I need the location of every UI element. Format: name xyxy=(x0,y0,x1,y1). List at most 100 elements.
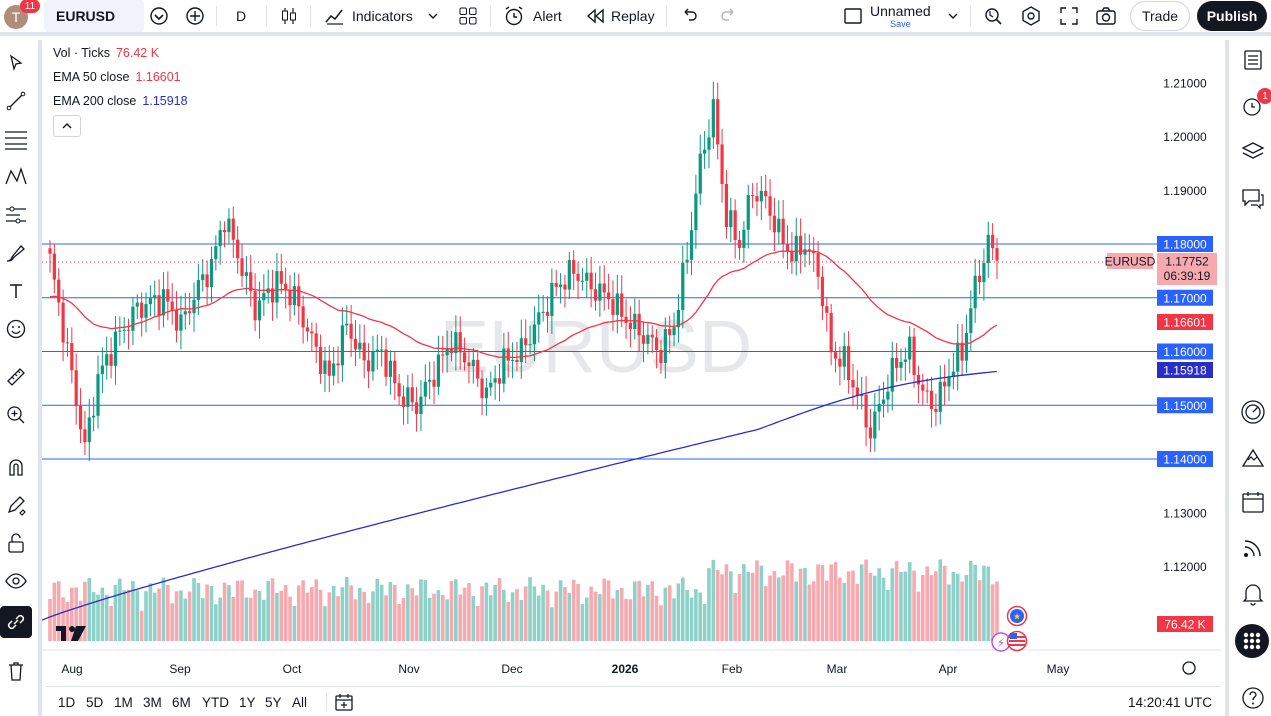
range-1m[interactable]: 1M xyxy=(114,695,133,710)
volume-bar xyxy=(846,571,851,641)
volume-bar xyxy=(584,597,589,641)
layout-icon[interactable] xyxy=(842,0,864,32)
publish-button[interactable]: Publish xyxy=(1197,1,1267,31)
ideas-icon[interactable] xyxy=(1239,398,1267,426)
legend-collapse-button[interactable] xyxy=(53,115,81,137)
candle-body xyxy=(497,378,502,384)
apps-grid-icon[interactable] xyxy=(1235,624,1269,658)
utc-clock[interactable]: 14:20:41 UTC xyxy=(1128,695,1213,710)
volume-bar xyxy=(375,578,380,641)
us-flag-event-icon[interactable]: ⚡ xyxy=(991,630,1028,652)
chart-pane[interactable]: EURUSD 1.18000 1.17000 1.16000 1.15000 1.140… xyxy=(42,36,1221,686)
range-ytd[interactable]: YTD xyxy=(202,695,229,710)
ruler-icon[interactable] xyxy=(3,364,29,390)
candle-body xyxy=(912,336,916,375)
watchlist-icon[interactable] xyxy=(1239,46,1267,74)
lock-icon[interactable] xyxy=(3,530,29,556)
layout-menu-chevron-icon[interactable] xyxy=(944,0,962,32)
news-icon[interactable] xyxy=(1239,534,1267,562)
volume-bar xyxy=(144,591,148,641)
trend-line-icon[interactable] xyxy=(3,88,29,114)
legend-volume[interactable]: Vol · Ticks 76.42 K xyxy=(53,46,159,60)
legend-ema200[interactable]: EMA 200 close 1.15918 xyxy=(53,94,188,108)
text-icon[interactable] xyxy=(3,278,29,304)
layers-icon[interactable] xyxy=(1239,138,1267,166)
volume-bar xyxy=(65,601,70,641)
volume-bar xyxy=(960,581,964,641)
candles-icon[interactable] xyxy=(277,0,301,32)
alert-button[interactable]: Alert xyxy=(503,0,562,32)
layout-name-button[interactable]: Unnamed Save xyxy=(870,1,931,31)
range-1y[interactable]: 1Y xyxy=(239,695,256,710)
range-5y[interactable]: 5Y xyxy=(265,695,282,710)
undo-icon[interactable] xyxy=(679,0,701,32)
notifications-bell-icon[interactable] xyxy=(1239,580,1267,608)
chat-icon[interactable] xyxy=(1239,184,1267,212)
range-6m[interactable]: 6M xyxy=(172,695,191,710)
time-tick-label: May xyxy=(1047,662,1070,676)
snapshot-icon[interactable] xyxy=(1094,0,1118,32)
indicators-button[interactable]: Indicators xyxy=(324,0,441,32)
redo-icon[interactable] xyxy=(717,0,739,32)
volume-bar xyxy=(737,574,742,641)
stay-drawing-icon[interactable] xyxy=(3,492,29,518)
candle-body xyxy=(384,349,388,377)
cursor-icon[interactable] xyxy=(3,50,29,76)
brush-icon[interactable] xyxy=(3,240,29,266)
candle-body xyxy=(410,387,414,403)
price-tick-label: 1.20000 xyxy=(1163,130,1207,144)
favorite-icon[interactable] xyxy=(146,0,172,32)
forecasting-icon[interactable] xyxy=(3,202,29,228)
time-axis[interactable]: Aug Sep Oct Nov Dec 2026 Feb Mar Apr May xyxy=(42,649,1221,676)
candle-body xyxy=(48,248,52,254)
economic-event-icon[interactable]: ★ xyxy=(1006,605,1028,627)
magnet-icon[interactable] xyxy=(3,454,29,480)
add-symbol-icon[interactable] xyxy=(182,0,208,32)
volume-bar xyxy=(990,584,995,641)
replay-button[interactable]: Replay xyxy=(585,0,655,32)
candle-body xyxy=(943,381,947,387)
range-all[interactable]: All xyxy=(292,695,308,710)
price-axis[interactable]: 1.18000 1.17000 1.16000 1.15000 1.14000 1.220… xyxy=(1105,36,1217,632)
ema50-tag-bg xyxy=(1157,314,1213,330)
candle-body xyxy=(188,311,192,314)
legend-ema50[interactable]: EMA 50 close 1.16601 xyxy=(53,70,181,84)
quick-search-icon[interactable] xyxy=(981,0,1005,32)
candle-body xyxy=(52,253,56,280)
candle-body xyxy=(855,387,859,397)
candle-body xyxy=(366,360,371,372)
candle-body xyxy=(537,312,541,325)
fullscreen-icon[interactable] xyxy=(1057,0,1081,32)
emoji-icon[interactable] xyxy=(3,316,29,342)
patterns-icon[interactable] xyxy=(3,164,29,190)
volume-bar xyxy=(955,573,960,641)
candle-body xyxy=(986,234,990,264)
candle-body xyxy=(345,323,349,326)
help-icon[interactable] xyxy=(1239,684,1267,712)
trade-button[interactable]: Trade xyxy=(1130,1,1190,31)
volume-bar xyxy=(205,584,209,641)
fib-retracement-icon[interactable] xyxy=(3,126,29,152)
volume-bar xyxy=(70,587,74,641)
range-5d[interactable]: 5D xyxy=(86,695,104,710)
candle-body xyxy=(153,295,157,299)
trash-icon[interactable] xyxy=(3,658,29,684)
volume-bar xyxy=(440,594,445,641)
range-1d[interactable]: 1D xyxy=(58,695,76,710)
hide-drawings-icon[interactable] xyxy=(3,568,29,594)
settings-icon[interactable] xyxy=(1019,0,1043,32)
candle-body xyxy=(589,272,593,290)
symbol-search-button[interactable]: EURUSD xyxy=(44,0,144,32)
alerts-clock-icon[interactable] xyxy=(1239,92,1267,120)
sync-drawings-icon[interactable] xyxy=(0,606,32,638)
hotlist-icon[interactable] xyxy=(1239,444,1267,472)
candle-body xyxy=(847,346,851,381)
zoom-icon[interactable] xyxy=(3,402,29,428)
calendar-icon[interactable] xyxy=(1239,488,1267,516)
templates-icon[interactable] xyxy=(457,0,479,32)
interval-button[interactable]: D xyxy=(236,0,250,32)
axis-settings-icon[interactable] xyxy=(1182,661,1196,675)
range-3m[interactable]: 3M xyxy=(143,695,162,710)
goto-date-icon[interactable] xyxy=(334,692,354,716)
volume-bar xyxy=(314,579,319,641)
